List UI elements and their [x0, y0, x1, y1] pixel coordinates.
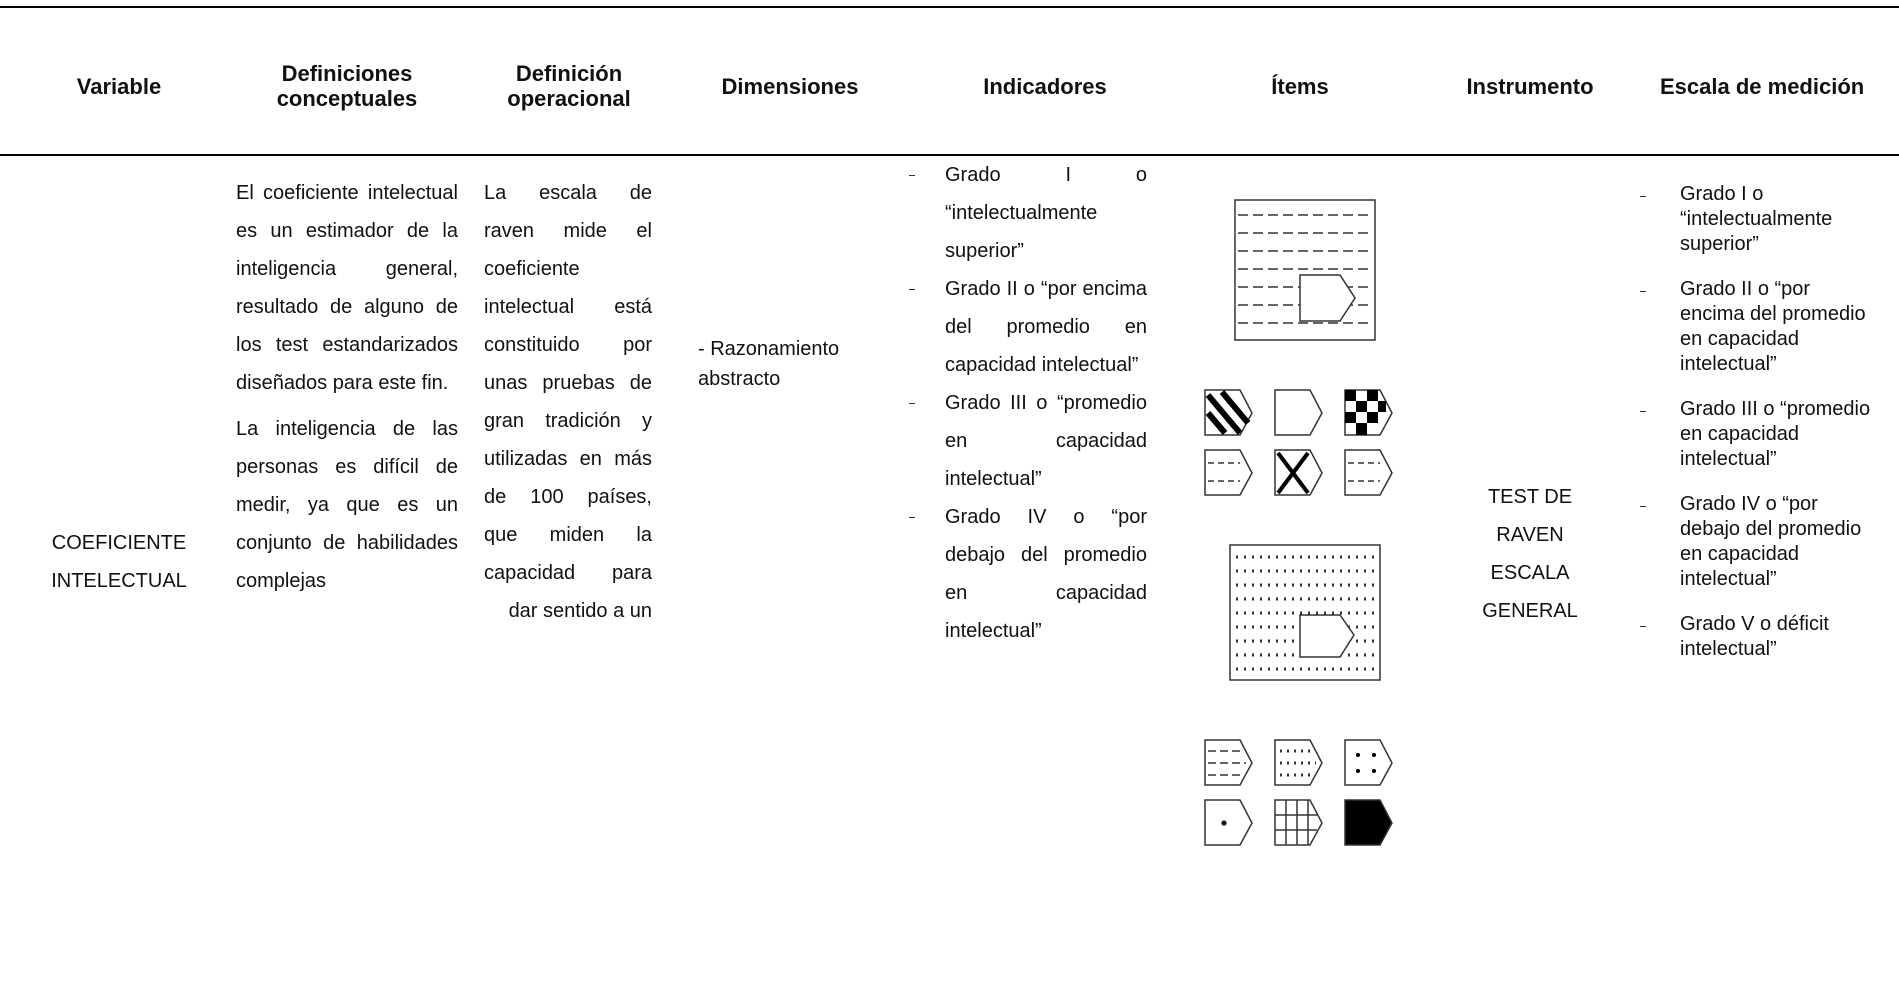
- paragraph: La inteligencia de las personas es difíc…: [236, 418, 458, 592]
- header-cell: Dimensiones: [721, 73, 859, 99]
- header-cell: Definición operacional: [507, 61, 631, 111]
- bullet-dash: [1640, 291, 1646, 292]
- bullet-dash: [1640, 196, 1646, 197]
- top-rule: [0, 6, 1899, 8]
- instrument-line: GENERAL: [1482, 600, 1578, 622]
- instrument-line: RAVEN: [1496, 524, 1564, 546]
- conceptual-definition: El coeficiente intelectual es un estimad…: [236, 174, 458, 608]
- list-item: Grado I o “intelectualmente superior”: [1640, 182, 1880, 257]
- operational-definition: La escala de raven mide el coeficiente i…: [484, 182, 652, 622]
- indicators: Grado I o “intelectualmente superior” Gra…: [909, 156, 1147, 650]
- bullet-dash: [909, 517, 915, 518]
- header-cell: Definiciones conceptuales: [276, 61, 418, 111]
- item-matrix-1: [1234, 199, 1376, 341]
- dimension: - Razonamiento abstracto: [698, 338, 840, 390]
- instrument-line: TEST DE: [1487, 486, 1573, 508]
- header-cell: Escala de medición: [1660, 73, 1865, 99]
- scale: Grado I o “intelectualmente superior” Gra…: [1640, 182, 1880, 682]
- bullet-dash: [1640, 506, 1646, 507]
- list-item: Grado I o “intelectualmente superior”: [909, 156, 1147, 270]
- instrument: TEST DE RAVEN ESCALA GENERAL: [1440, 478, 1620, 630]
- list-item: Grado IV o “por debajo del promedio en c…: [1640, 492, 1880, 592]
- variable: COEFICIENTE INTELECTUAL: [51, 532, 187, 592]
- header-cell: Ítems: [1271, 73, 1329, 99]
- bullet-dash: [909, 175, 915, 176]
- header-cell: Instrumento: [1466, 73, 1594, 99]
- list-item: Grado II o “por encima del promedio en c…: [1640, 277, 1880, 377]
- item-matrix-2: [1229, 544, 1381, 681]
- instrument-line: ESCALA: [1490, 562, 1570, 584]
- header-cell: Indicadores: [983, 73, 1107, 99]
- item-options-1: [1204, 389, 1393, 496]
- header-rule: [0, 154, 1899, 156]
- bullet-dash: [1640, 411, 1646, 412]
- bullet-dash: [1640, 626, 1646, 627]
- list-item: Grado V o déficit intelectual”: [1640, 612, 1880, 662]
- list-item: Grado II o “por encima del promedio en c…: [909, 270, 1147, 384]
- item-options-2: [1204, 739, 1393, 846]
- bullet-dash: [909, 403, 915, 404]
- list-item: Grado III o “promedio en capacidad intel…: [1640, 397, 1880, 472]
- bullet-dash: [909, 289, 915, 290]
- raven-items: [1204, 199, 1393, 846]
- header-cell: Variable: [76, 73, 162, 99]
- paragraph: El coeficiente intelectual es un estimad…: [236, 182, 458, 394]
- list-item: Grado IV o “por debajo del promedio en c…: [909, 498, 1147, 650]
- list-item: Grado III o “promedio en capacidad intel…: [909, 384, 1147, 498]
